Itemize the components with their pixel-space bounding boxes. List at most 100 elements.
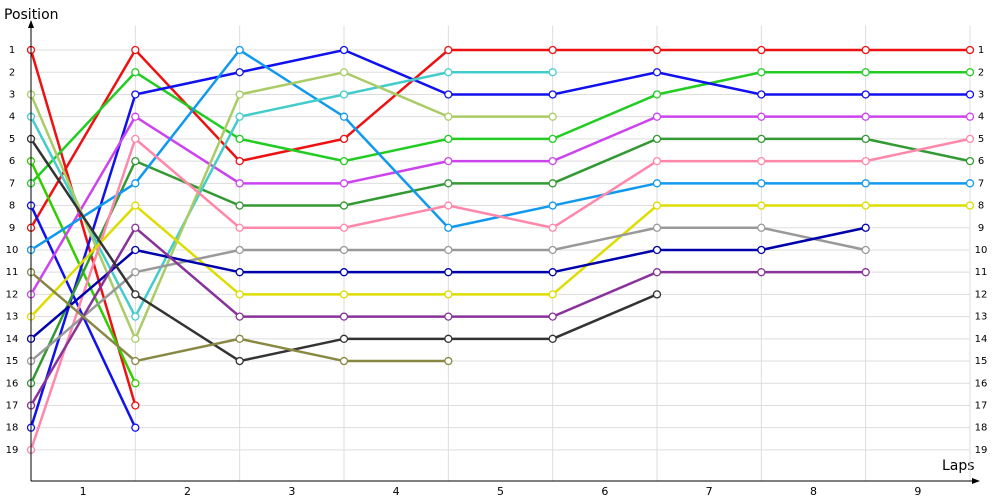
point: [339, 201, 349, 210]
y-tick-label-right: 7: [978, 178, 984, 189]
y-tick-label-right: 12: [975, 289, 988, 300]
point: [131, 45, 140, 55]
point: [444, 223, 453, 232]
point: [131, 68, 140, 77]
point: [131, 90, 140, 99]
point: [548, 268, 557, 277]
point: [444, 356, 453, 366]
x-tick-label: 9: [914, 485, 921, 498]
y-tick-label-right: 14: [975, 334, 988, 345]
point: [652, 134, 662, 144]
point: [861, 134, 870, 144]
point: [235, 179, 244, 188]
point: [861, 45, 870, 55]
point: [339, 112, 349, 121]
point: [548, 223, 557, 232]
point: [861, 112, 870, 121]
point: [965, 201, 975, 210]
y-tick-label: 16: [6, 378, 19, 389]
point: [339, 179, 349, 188]
point: [548, 112, 557, 121]
point: [757, 90, 766, 99]
point: [757, 223, 766, 232]
point: [965, 68, 975, 77]
point: [965, 90, 975, 99]
point: [444, 156, 453, 166]
y-tick-label-right: 11: [975, 267, 988, 278]
point: [339, 334, 349, 343]
x-tick-label: 5: [497, 485, 504, 498]
point: [339, 268, 349, 277]
y-tick-label-right: 4: [978, 112, 984, 123]
point: [235, 112, 244, 121]
point: [131, 334, 140, 343]
point: [652, 223, 662, 232]
point: [444, 112, 453, 121]
point: [965, 156, 975, 166]
x-axis-arrow: [972, 478, 980, 484]
series-line: [29, 136, 971, 451]
point: [444, 268, 453, 277]
point: [652, 45, 662, 55]
point: [548, 90, 557, 99]
point: [444, 245, 453, 255]
point: [131, 223, 140, 232]
point: [548, 179, 557, 188]
point: [339, 312, 349, 321]
x-axis-title: Laps: [942, 458, 975, 474]
point: [131, 401, 140, 410]
y-tick-label-right: 3: [978, 89, 984, 100]
y-tick-label: 1: [9, 45, 15, 56]
point: [131, 134, 140, 144]
point: [235, 268, 244, 277]
point: [548, 45, 557, 55]
point: [131, 245, 140, 255]
point: [444, 201, 453, 210]
y-tick-label: 9: [9, 223, 15, 234]
y-tick-label-right: 18: [975, 423, 988, 434]
point: [444, 334, 453, 343]
point: [339, 68, 349, 77]
x-tick-label: 3: [288, 485, 295, 498]
point: [235, 223, 244, 232]
point: [235, 356, 244, 366]
point: [757, 156, 766, 166]
y-tick-label: 7: [9, 178, 15, 189]
point: [757, 68, 766, 77]
y-tick-label: 6: [9, 156, 15, 167]
point: [444, 134, 453, 144]
y-tick-label-right: 17: [975, 400, 988, 411]
point: [965, 45, 975, 55]
point: [339, 245, 349, 255]
point: [235, 334, 244, 343]
point: [339, 290, 349, 299]
y-tick-label-right: 10: [975, 245, 988, 256]
point: [235, 201, 244, 210]
point: [652, 68, 662, 77]
x-tick-label: 8: [810, 485, 817, 498]
point: [444, 290, 453, 299]
point: [652, 90, 662, 99]
point: [861, 201, 870, 210]
series-line: [29, 114, 970, 296]
series-line: [29, 48, 970, 429]
point: [652, 290, 662, 299]
point: [444, 45, 453, 55]
point: [131, 268, 140, 277]
point: [339, 356, 349, 366]
point: [339, 45, 349, 55]
point: [757, 112, 766, 121]
series-line: [29, 137, 971, 384]
point: [965, 134, 975, 144]
point: [131, 156, 140, 166]
y-tick-label-right: 19: [975, 445, 988, 456]
x-tick-label: 6: [601, 485, 608, 498]
y-tick-label: 18: [6, 423, 19, 434]
point: [861, 245, 870, 255]
point: [757, 245, 766, 255]
point: [339, 90, 349, 99]
y-tick-label: 14: [6, 334, 19, 345]
point: [861, 90, 870, 99]
point: [339, 223, 349, 232]
point: [339, 156, 349, 166]
